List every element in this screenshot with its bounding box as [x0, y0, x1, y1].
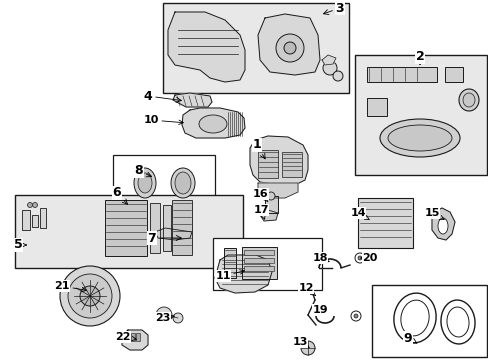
Ellipse shape [462, 93, 474, 107]
Ellipse shape [458, 89, 478, 111]
Ellipse shape [138, 173, 152, 193]
Circle shape [332, 71, 342, 81]
Circle shape [275, 34, 304, 62]
Ellipse shape [379, 119, 459, 157]
Bar [22, 210, 30, 230]
Bar [371, 285, 486, 357]
Bar [244, 250, 273, 255]
Bar [282, 152, 302, 177]
Text: 19: 19 [311, 305, 327, 316]
Text: 13: 13 [292, 337, 308, 347]
Text: 7: 7 [147, 231, 181, 244]
Polygon shape [168, 12, 244, 82]
Circle shape [301, 341, 314, 355]
Text: 6: 6 [112, 186, 127, 204]
Bar [163, 3, 348, 93]
Ellipse shape [171, 168, 195, 198]
Circle shape [60, 266, 120, 326]
Bar [131, 333, 135, 341]
Text: 2: 2 [415, 50, 424, 64]
Text: 8: 8 [134, 165, 151, 177]
Circle shape [173, 313, 183, 323]
Text: 12: 12 [298, 283, 315, 296]
Bar [244, 266, 273, 271]
Bar [213, 238, 321, 290]
Polygon shape [215, 255, 271, 293]
Text: 1: 1 [252, 139, 264, 159]
Circle shape [354, 253, 364, 263]
Text: 15: 15 [424, 208, 443, 220]
Bar [150, 203, 160, 253]
Circle shape [68, 274, 112, 318]
Polygon shape [155, 228, 192, 240]
Bar [264, 196, 278, 213]
Bar [15, 195, 243, 268]
Text: 22: 22 [115, 332, 136, 342]
Ellipse shape [199, 115, 226, 133]
Bar [357, 198, 412, 248]
Ellipse shape [437, 218, 447, 234]
Text: 23: 23 [155, 313, 174, 323]
Text: 9: 9 [403, 332, 416, 345]
Circle shape [27, 202, 32, 207]
Polygon shape [173, 93, 212, 107]
Bar [105, 200, 147, 256]
Circle shape [284, 42, 295, 54]
Circle shape [350, 311, 360, 321]
Circle shape [323, 61, 336, 75]
Bar [258, 150, 278, 178]
Ellipse shape [175, 172, 191, 194]
Circle shape [266, 192, 274, 200]
Text: 21: 21 [54, 281, 86, 292]
Bar [32, 215, 38, 227]
Polygon shape [249, 136, 307, 185]
Text: 18: 18 [312, 253, 328, 263]
Circle shape [156, 307, 172, 323]
Ellipse shape [387, 125, 451, 151]
Bar [224, 248, 236, 278]
Ellipse shape [134, 168, 156, 198]
Polygon shape [258, 14, 319, 75]
Text: 16: 16 [253, 189, 268, 202]
Circle shape [80, 286, 100, 306]
Bar [366, 67, 436, 82]
Text: 20: 20 [360, 253, 377, 263]
Circle shape [353, 314, 357, 318]
Bar [244, 258, 273, 263]
Text: 3: 3 [323, 1, 344, 14]
Bar [172, 200, 192, 255]
Polygon shape [258, 183, 297, 198]
Polygon shape [182, 108, 244, 138]
Bar [366, 98, 386, 116]
Bar [242, 247, 276, 279]
Polygon shape [122, 330, 148, 350]
Bar [40, 208, 46, 228]
Circle shape [357, 256, 361, 260]
Text: 11: 11 [215, 270, 244, 281]
Text: 5: 5 [14, 238, 26, 252]
Text: 4: 4 [143, 90, 181, 103]
Bar [126, 333, 130, 341]
Text: 10: 10 [143, 115, 183, 125]
Circle shape [32, 202, 38, 207]
Bar [354, 55, 486, 175]
Polygon shape [260, 210, 278, 221]
Polygon shape [321, 55, 335, 65]
Bar [113, 155, 215, 215]
Text: 17: 17 [253, 205, 268, 219]
Text: 14: 14 [349, 208, 368, 220]
Bar [136, 333, 140, 341]
Bar [444, 67, 462, 82]
Polygon shape [431, 208, 454, 240]
Bar [163, 205, 171, 251]
